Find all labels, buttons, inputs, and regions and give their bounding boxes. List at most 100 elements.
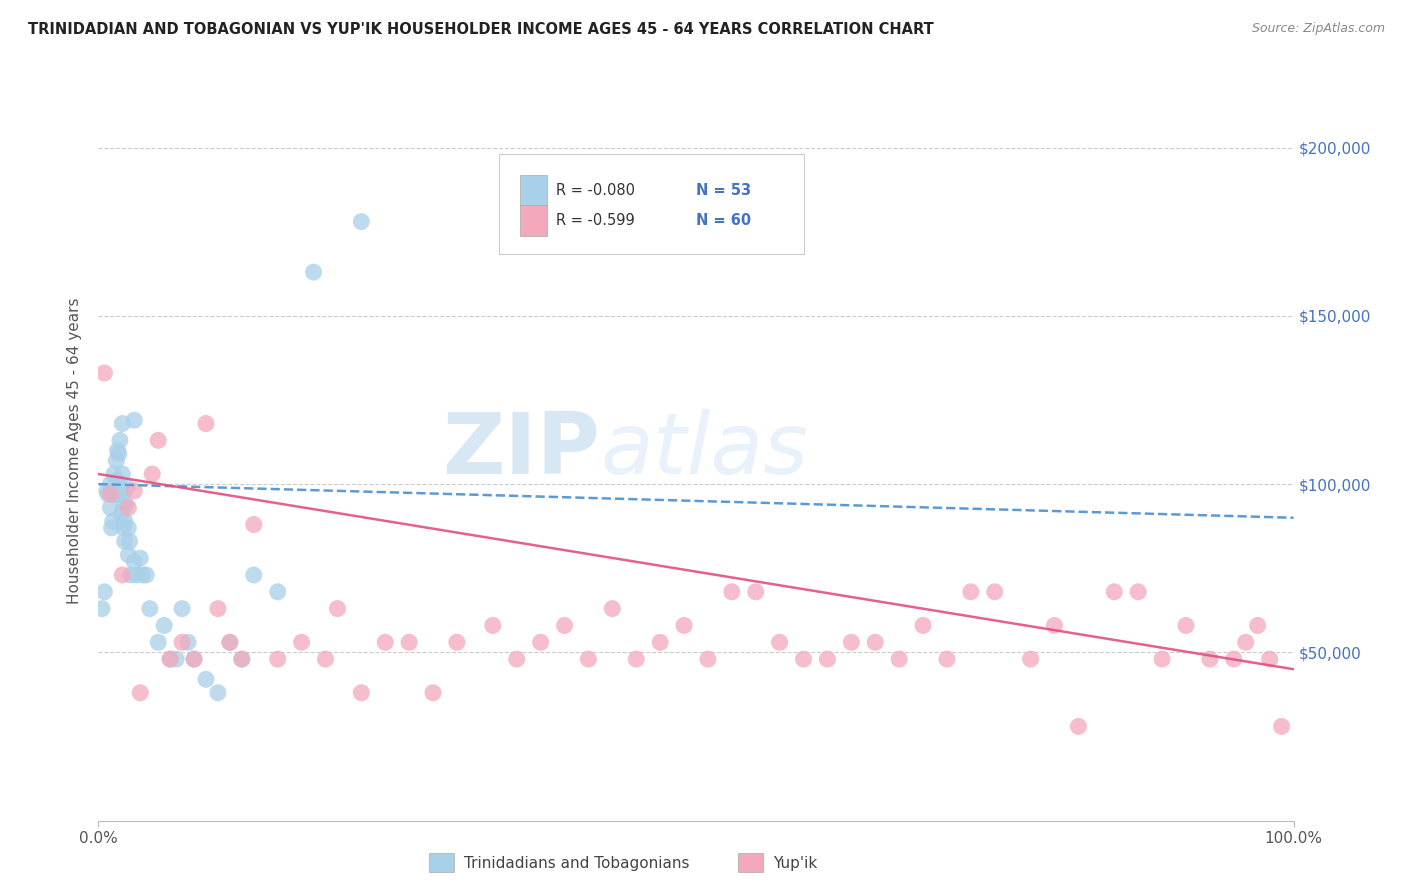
Point — [1175, 618, 1198, 632]
Point — [135, 568, 157, 582]
FancyBboxPatch shape — [520, 204, 547, 235]
Point — [912, 618, 935, 632]
Point — [267, 584, 290, 599]
Point — [107, 447, 129, 461]
Point — [118, 534, 141, 549]
Point — [243, 517, 266, 532]
Point — [115, 497, 138, 511]
Point — [111, 487, 134, 501]
Point — [243, 568, 266, 582]
Point — [422, 686, 444, 700]
Point — [673, 618, 696, 632]
Point — [112, 521, 135, 535]
Point — [177, 635, 200, 649]
Point — [506, 652, 529, 666]
Point — [112, 500, 135, 515]
Point — [195, 673, 218, 687]
Point — [93, 584, 115, 599]
Point — [97, 487, 120, 501]
Point — [793, 652, 815, 666]
Point — [482, 618, 505, 632]
Point — [124, 483, 146, 498]
Point — [697, 652, 720, 666]
Point — [129, 551, 152, 566]
Point — [350, 686, 373, 700]
Point — [960, 584, 983, 599]
Point — [108, 481, 131, 495]
Text: Trinidadians and Tobagonians: Trinidadians and Tobagonians — [464, 856, 689, 871]
Text: Yup'ik: Yup'ik — [773, 856, 817, 871]
Point — [231, 652, 253, 666]
Point — [96, 483, 118, 498]
Point — [554, 618, 576, 632]
Point — [1271, 719, 1294, 733]
Point — [93, 366, 115, 380]
Point — [267, 652, 290, 666]
Point — [117, 500, 139, 515]
Point — [110, 508, 132, 522]
Point — [141, 467, 163, 481]
Point — [315, 652, 337, 666]
Point — [1234, 635, 1257, 649]
Point — [114, 514, 136, 528]
Point — [1067, 719, 1090, 733]
Point — [219, 635, 242, 649]
Point — [107, 487, 129, 501]
Point — [148, 434, 170, 448]
Point — [165, 652, 187, 666]
Point — [124, 555, 146, 569]
Point — [936, 652, 959, 666]
Point — [865, 635, 887, 649]
Point — [114, 534, 136, 549]
Y-axis label: Householder Income Ages 45 - 64 years: Householder Income Ages 45 - 64 years — [67, 297, 83, 604]
Point — [231, 652, 253, 666]
Point — [111, 417, 134, 431]
Point — [1128, 584, 1150, 599]
Point — [1043, 618, 1066, 632]
Point — [626, 652, 648, 666]
Point — [105, 474, 128, 488]
Point — [195, 417, 218, 431]
Point — [159, 652, 181, 666]
Point — [446, 635, 468, 649]
Point — [120, 568, 142, 582]
Point — [98, 500, 122, 515]
Text: TRINIDADIAN AND TOBAGONIAN VS YUP'IK HOUSEHOLDER INCOME AGES 45 - 64 YEARS CORRE: TRINIDADIAN AND TOBAGONIAN VS YUP'IK HOU… — [28, 22, 934, 37]
Point — [207, 601, 229, 615]
Point — [889, 652, 911, 666]
Point — [1247, 618, 1270, 632]
Point — [91, 601, 114, 615]
Point — [183, 652, 205, 666]
Point — [1223, 652, 1246, 666]
Text: ZIP: ZIP — [443, 409, 600, 492]
Point — [153, 618, 176, 632]
Text: N = 53: N = 53 — [696, 183, 751, 198]
Point — [602, 601, 624, 615]
Point — [374, 635, 396, 649]
Point — [1019, 652, 1042, 666]
Point — [398, 635, 420, 649]
Point — [124, 413, 146, 427]
Point — [117, 548, 139, 562]
Point — [108, 434, 131, 448]
Point — [207, 686, 229, 700]
Point — [107, 443, 129, 458]
Point — [104, 487, 127, 501]
Point — [125, 568, 148, 582]
Point — [129, 686, 152, 700]
Point — [111, 467, 134, 481]
Point — [98, 477, 122, 491]
Point — [302, 265, 325, 279]
Text: Source: ZipAtlas.com: Source: ZipAtlas.com — [1251, 22, 1385, 36]
Point — [745, 584, 768, 599]
Point — [172, 635, 194, 649]
Text: atlas: atlas — [600, 409, 808, 492]
Point — [105, 453, 128, 467]
Point — [817, 652, 839, 666]
Point — [984, 584, 1007, 599]
Point — [1152, 652, 1174, 666]
Point — [139, 601, 162, 615]
Point — [172, 601, 194, 615]
Point — [578, 652, 600, 666]
Point — [101, 514, 124, 528]
